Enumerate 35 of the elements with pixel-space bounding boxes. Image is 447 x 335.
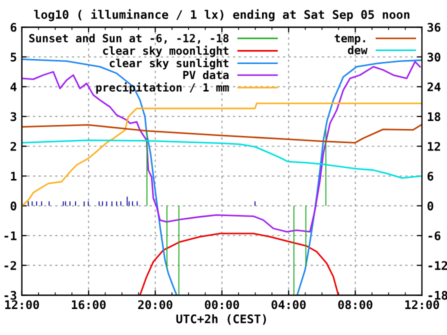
y2-tick-label: 18	[428, 112, 440, 122]
x-tick-label: 08:00	[338, 300, 372, 310]
y-tick-label: 0	[10, 202, 16, 210]
y-tick-label: 6	[10, 22, 16, 32]
y2-tick-label: 30	[428, 52, 440, 62]
x-tick-label: 04:00	[272, 300, 306, 310]
y-tick-label: 3	[10, 112, 16, 122]
y-tick-label: 4	[10, 82, 17, 92]
legend-label: PV data	[183, 70, 229, 80]
x-tick-label: 20:00	[138, 300, 172, 310]
y2-tick-label: 24	[427, 82, 441, 92]
y2-tick-label: 36	[428, 22, 440, 32]
y-tick-label: -2	[4, 261, 16, 270]
y-tick-label: -1	[4, 231, 16, 240]
x-tick-label: 12:00	[405, 300, 440, 310]
legend-label: clear sky sunlight	[110, 58, 228, 70]
x-axis-title: UTC+2h (CEST)	[176, 314, 266, 325]
x-tick-label: 16:00	[72, 300, 106, 310]
y-tick-label: 5	[10, 52, 16, 62]
y2-tick-label: 6	[428, 172, 434, 181]
legend-label: clear sky moonlight	[103, 46, 228, 57]
y2-tick-label: 12	[428, 142, 440, 151]
y2-tick-label: 0	[428, 202, 434, 210]
x-tick-label: 12:00	[5, 300, 39, 310]
y-tick-label: 1	[11, 172, 16, 181]
legend-label: dew	[348, 46, 368, 54]
chart-title: log10 ( illuminance / 1 lx) ending at Sat Sep 05 noon	[34, 9, 410, 22]
y2-tick-label: -18	[428, 290, 447, 300]
y2-tick-label: -6	[428, 231, 440, 240]
legend-label: temp.	[334, 34, 366, 45]
y2-tick-label: -12	[428, 261, 447, 270]
y-tick-label: -3	[4, 290, 16, 300]
y-tick-label: 2	[10, 142, 16, 151]
x-tick-label: 00:00	[204, 300, 239, 310]
legend-label: Sunset and Sun at -6, -12, -18	[29, 34, 229, 44]
